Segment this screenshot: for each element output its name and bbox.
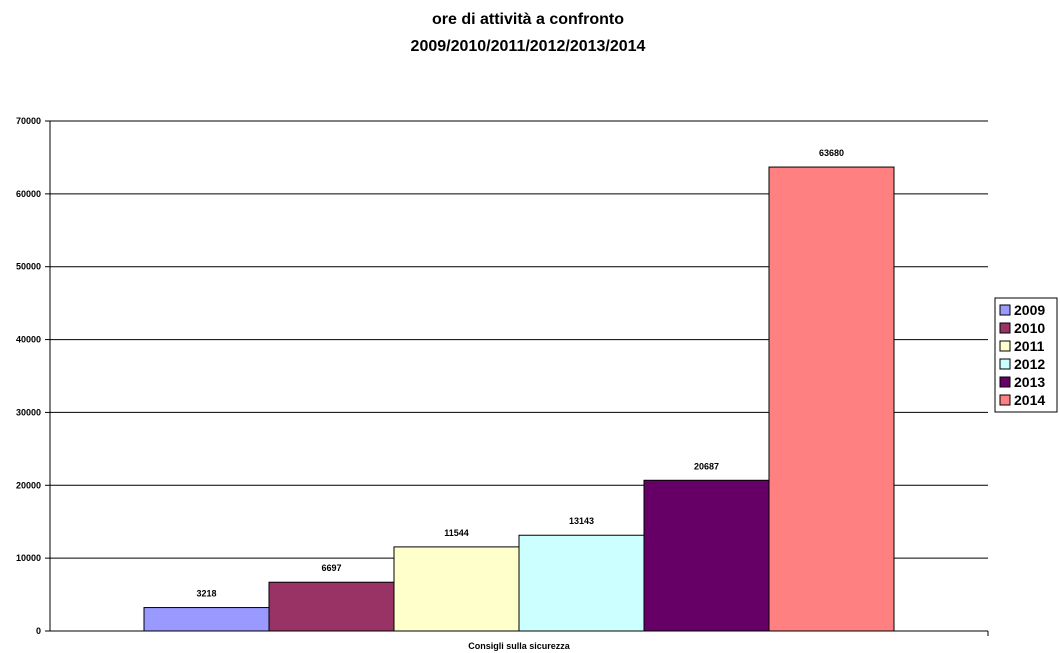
bar-2012 xyxy=(518,534,645,632)
legend-label-2011: 2011 xyxy=(1014,338,1045,354)
legend-label-2009: 2009 xyxy=(1014,302,1045,318)
legend-label-2014: 2014 xyxy=(1014,392,1045,408)
legend-swatch-2013 xyxy=(999,376,1011,388)
x-category-label: Consigli sulla sicurezza xyxy=(468,641,571,651)
chart-subtitle: 2009/2010/2011/2012/2013/2014 xyxy=(411,38,646,55)
legend-label-2012: 2012 xyxy=(1014,356,1045,372)
data-label-2011: 11544 xyxy=(444,528,469,538)
legend-swatch-2014 xyxy=(999,394,1011,406)
bars xyxy=(143,166,895,632)
y-tick-label: 60000 xyxy=(16,189,41,199)
gridlines xyxy=(50,120,988,559)
legend-box xyxy=(994,297,1058,413)
y-tick-label: 20000 xyxy=(16,480,41,490)
bar-2010 xyxy=(268,581,395,632)
data-label-2012: 13143 xyxy=(569,516,594,526)
legend: 2009 2010 2011 2012 2013 2014 xyxy=(994,297,1058,413)
legend-label-2010: 2010 xyxy=(1014,320,1045,336)
y-tick-label: 40000 xyxy=(16,335,41,345)
legend-swatch-2011 xyxy=(999,340,1011,352)
y-tick-label: 0 xyxy=(36,626,41,636)
data-label-2009: 3218 xyxy=(196,589,216,599)
data-label-2013: 20687 xyxy=(694,461,719,471)
y-tick-label: 70000 xyxy=(16,116,41,126)
y-tick-label: 50000 xyxy=(16,262,41,272)
data-labels: 3218 6697 11544 13143 20687 63680 xyxy=(196,148,844,599)
legend-swatch-2012 xyxy=(999,358,1011,370)
legend-swatch-2010 xyxy=(999,322,1011,334)
bar-2009 xyxy=(143,607,270,632)
data-label-2010: 6697 xyxy=(321,563,341,573)
legend-swatch-2009 xyxy=(999,304,1011,316)
bar-2013 xyxy=(643,479,770,632)
legend-label-2013: 2013 xyxy=(1014,374,1045,390)
y-tick-label: 10000 xyxy=(16,553,41,563)
chart-title: ore di attività a confronto xyxy=(432,11,624,28)
data-label-2014: 63680 xyxy=(819,148,844,158)
bar-2014 xyxy=(768,166,895,632)
y-tick-label: 30000 xyxy=(16,407,41,417)
bar-2011 xyxy=(393,546,520,632)
